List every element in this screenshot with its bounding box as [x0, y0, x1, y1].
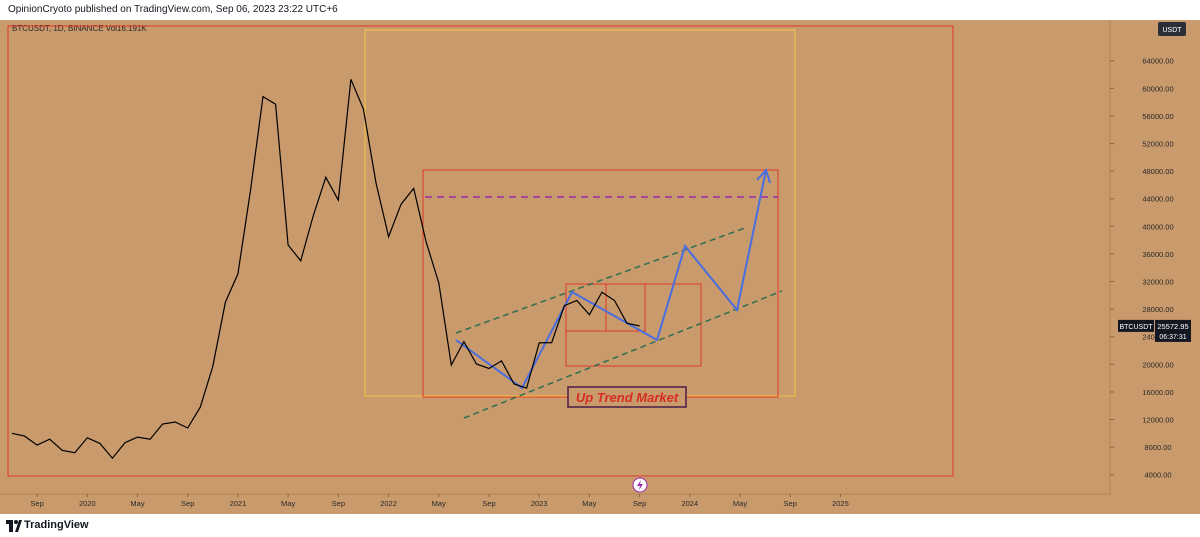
y-tick-label: 32000.00 — [1142, 278, 1173, 287]
y-tick-label: 60000.00 — [1142, 84, 1173, 93]
last-price: 25572.95 — [1157, 322, 1188, 331]
trend-line — [463, 290, 783, 419]
brand: TradingView — [24, 519, 89, 531]
y-tick-label: 44000.00 — [1142, 195, 1173, 204]
x-tick-label: May — [281, 499, 295, 508]
currency-button-text[interactable]: USDT — [1162, 27, 1182, 34]
drawings — [7, 25, 954, 477]
x-tick-label: 2023 — [531, 499, 548, 508]
x-tick-label: 2025 — [832, 499, 849, 508]
last-price-symbol: BTCUSDT — [1119, 324, 1153, 331]
chart-background — [0, 20, 1200, 514]
x-tick-label: May — [582, 499, 596, 508]
arrow-head — [756, 168, 771, 184]
price-line — [11, 79, 640, 460]
annotation: Up Trend Market — [576, 390, 679, 405]
x-tick-label: Sep — [30, 499, 43, 508]
x-tick-label: 2024 — [681, 499, 698, 508]
x-tick-label: Sep — [784, 499, 797, 508]
logo — [6, 520, 22, 532]
x-tick-label: May — [130, 499, 144, 508]
y-tick-label: 4000.00 — [1144, 471, 1171, 480]
y-tick-label: 52000.00 — [1142, 140, 1173, 149]
y-tick-label: 8000.00 — [1144, 443, 1171, 452]
x-tick-label: 2021 — [230, 499, 247, 508]
y-tick-label: 40000.00 — [1142, 222, 1173, 231]
last-price-box — [1155, 319, 1191, 342]
last-price-symbol-box — [1118, 319, 1154, 332]
rectangle — [605, 283, 646, 332]
chart: BTCUSDT, 1D, BINANCE Vol16.191K USDT Up … — [0, 20, 1200, 514]
y-tick-label: 36000.00 — [1142, 250, 1173, 259]
x-tick-label: 2022 — [380, 499, 397, 508]
rectangle — [7, 25, 954, 477]
y-tick-label: 16000.00 — [1142, 388, 1173, 397]
x-tick-label: Sep — [482, 499, 495, 508]
trend-line — [455, 227, 746, 334]
y-tick-label: 56000.00 — [1142, 112, 1173, 121]
footer: TradingView — [0, 514, 1200, 537]
x-tick-label: 2020 — [79, 499, 96, 508]
countdown: 06:37:31 — [1159, 334, 1186, 341]
y-tick-label: 48000.00 — [1142, 167, 1173, 176]
annotation-box — [567, 386, 687, 408]
header: OpinionCryoto published on TradingView.c… — [0, 0, 1200, 20]
x-tick-label: Sep — [633, 499, 646, 508]
x-tick-label: May — [733, 499, 747, 508]
legend-text: BTCUSDT, 1D, BINANCE Vol16.191K — [12, 24, 147, 33]
event-icon-bolt — [637, 480, 643, 490]
x-tick-label: Sep — [332, 499, 345, 508]
x-tick-label: May — [432, 499, 446, 508]
x-tick-label: Sep — [181, 499, 194, 508]
y-tick-label: 12000.00 — [1142, 416, 1173, 425]
y-tick-label: 20000.00 — [1142, 360, 1173, 369]
currency-button[interactable] — [1158, 22, 1186, 36]
y-tick-label: 64000.00 — [1142, 57, 1173, 66]
projection-path — [455, 169, 767, 390]
y-tick-label: 28000.00 — [1142, 305, 1173, 314]
header-text: OpinionCryoto published on TradingView.c… — [8, 4, 338, 15]
